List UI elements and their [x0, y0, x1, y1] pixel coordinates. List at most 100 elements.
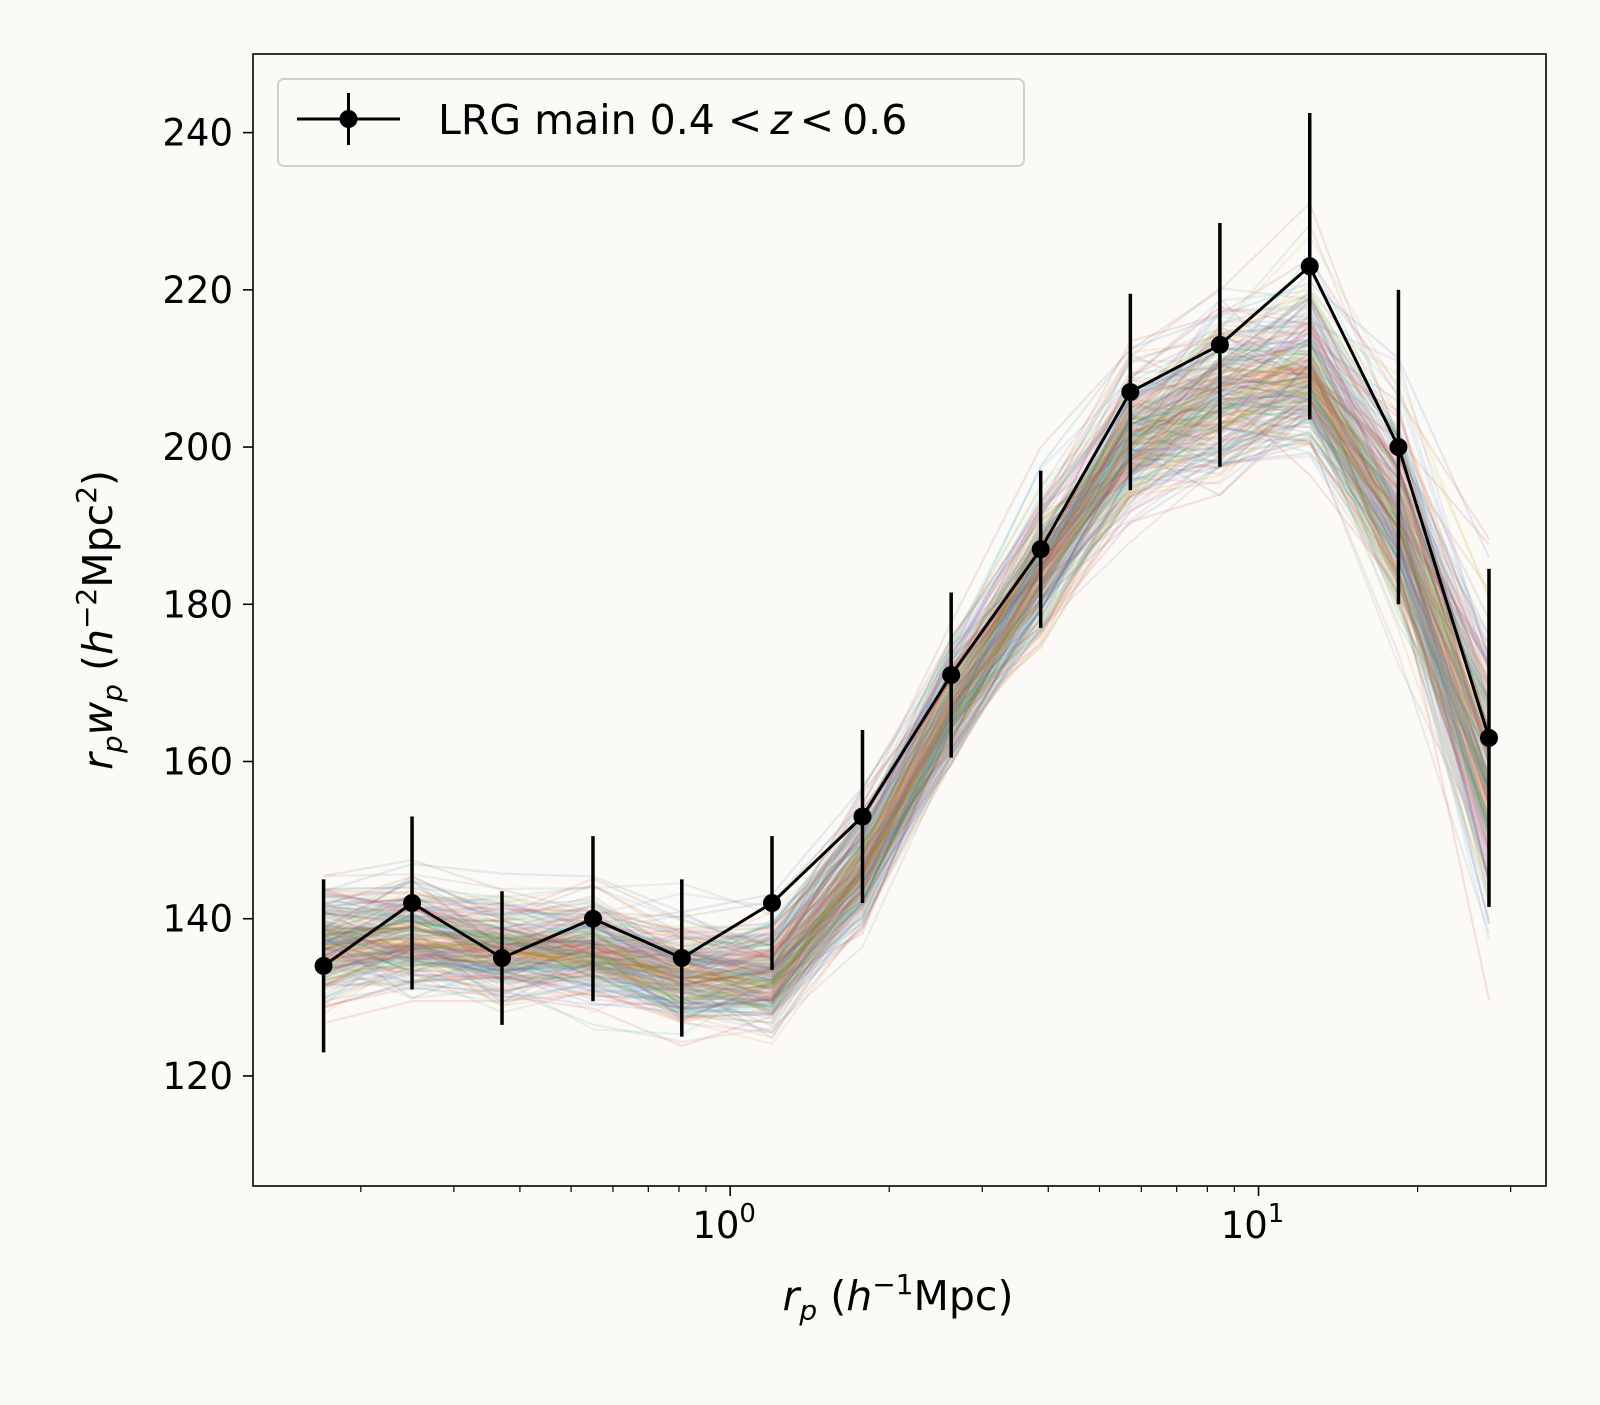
ensemble-line: [323, 383, 1491, 996]
data-point: [1031, 540, 1050, 559]
ensemble-line: [323, 281, 1491, 914]
ensemble-line: [323, 324, 1491, 949]
ensemble-line: [323, 345, 1491, 940]
ensemble-line: [323, 383, 1490, 1001]
data-point: [1121, 383, 1140, 402]
ensemble-line: [323, 381, 1491, 979]
ensemble-line: [323, 400, 1491, 1012]
ensemble-line: [323, 361, 1491, 995]
ensemble-line: [323, 378, 1491, 979]
ensemble-line: [323, 359, 1491, 1009]
ensemble-line: [323, 376, 1491, 977]
ensemble-line: [323, 331, 1491, 961]
ensemble-line: [323, 291, 1491, 975]
ensemble-line: [323, 351, 1490, 1001]
ensemble-line: [323, 298, 1491, 992]
legend-box: [277, 78, 1025, 167]
ensemble-line: [323, 420, 1490, 1024]
ensemble-line: [323, 379, 1491, 965]
ensemble-line: [323, 347, 1491, 987]
ensemble-line: [322, 360, 1491, 1011]
data-point: [1300, 257, 1319, 276]
y-tick-label: 120: [162, 1055, 233, 1098]
ensemble-line: [323, 312, 1491, 945]
ensemble-line: [323, 305, 1490, 937]
ensemble-line: [323, 346, 1491, 953]
data-series: [314, 112, 1498, 1053]
ensemble-line: [323, 411, 1490, 1010]
ensemble-line: [323, 392, 1491, 1000]
ensemble-line: [323, 388, 1491, 995]
ensemble-line: [323, 438, 1491, 1010]
ensemble-line: [323, 390, 1491, 1013]
ensemble-line: [323, 257, 1490, 947]
ensemble-line: [323, 437, 1491, 1043]
ensemble-line: [323, 365, 1491, 992]
ensemble-line: [323, 331, 1491, 1003]
ensemble-line: [323, 387, 1491, 995]
ensemble-line: [323, 297, 1491, 935]
ensemble-line: [323, 300, 1491, 953]
ensemble-line: [323, 379, 1491, 994]
ensemble-line: [323, 320, 1491, 965]
ensemble-line: [323, 381, 1491, 1016]
ensemble-line: [323, 372, 1491, 986]
ensemble-line: [323, 407, 1491, 971]
ensemble-line: [323, 402, 1491, 1040]
ensemble-line: [323, 356, 1491, 979]
ensemble-line: [323, 362, 1491, 1005]
ensemble-line: [323, 426, 1490, 1008]
ensemble-line: [323, 395, 1491, 1004]
ensemble-line: [323, 271, 1491, 934]
ensemble-line: [323, 400, 1491, 1010]
plot-frame: [252, 53, 1547, 1187]
ensemble-line: [323, 397, 1491, 999]
ensemble-line: [323, 386, 1490, 1014]
ensemble-line: [323, 306, 1491, 947]
ensemble-line: [323, 308, 1491, 968]
plot-area: [253, 54, 1546, 1186]
ensemble-line: [323, 297, 1491, 969]
ensemble-line: [323, 412, 1491, 1048]
ensemble-line: [323, 234, 1491, 930]
ensemble-line: [323, 401, 1491, 1003]
x-axis: 100 101: [360, 1186, 1512, 1247]
ensemble-line: [323, 381, 1491, 989]
ensemble-line: [323, 356, 1491, 965]
ensemble-line: [322, 377, 1490, 976]
ensemble-line: [323, 350, 1491, 981]
ensemble-line: [323, 407, 1491, 980]
ensemble-line: [322, 348, 1491, 979]
ensemble-line: [323, 392, 1491, 1000]
ensemble-line: [323, 373, 1491, 1022]
ensemble-line: [323, 393, 1490, 991]
ensemble-line: [323, 412, 1491, 1009]
ensemble-line: [323, 341, 1490, 943]
ensemble-line: [323, 338, 1491, 982]
ensemble-line: [323, 331, 1491, 960]
ensemble-line: [323, 434, 1491, 1036]
ensemble-line: [323, 400, 1491, 1009]
data-point: [493, 949, 512, 968]
ensemble-line: [323, 372, 1491, 1017]
ensemble-line: [323, 303, 1490, 962]
ensemble-line: [323, 349, 1491, 989]
ensemble-line: [323, 402, 1491, 995]
y-tick-label: 240: [162, 112, 233, 155]
ensemble-line: [323, 314, 1491, 948]
ensemble-line: [323, 389, 1491, 1010]
ensemble-line: [323, 385, 1491, 983]
ensemble-line: [323, 430, 1491, 1012]
ensemble-line: [323, 253, 1491, 974]
ensemble-line: [323, 309, 1490, 948]
ensemble-line: [323, 387, 1491, 1023]
ensemble-line: [323, 424, 1491, 1013]
ensemble-line: [323, 389, 1491, 1006]
ensemble-line: [323, 403, 1491, 1014]
ensemble-line: [323, 288, 1491, 953]
ensemble-line: [323, 377, 1491, 983]
ensemble-line: [323, 451, 1491, 1015]
ensemble-line: [323, 378, 1491, 997]
ensemble-line: [323, 320, 1491, 984]
ensemble-line: [323, 326, 1491, 983]
